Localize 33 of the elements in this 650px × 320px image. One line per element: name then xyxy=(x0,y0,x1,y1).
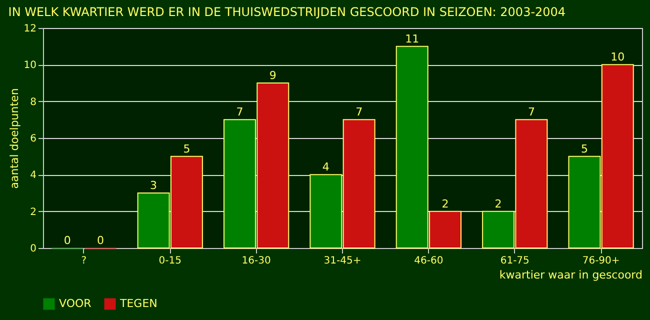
data-label: 4 xyxy=(322,160,330,174)
legend-label: TEGEN xyxy=(119,297,158,310)
x-tick-label: 0-15 xyxy=(158,256,182,266)
x-tick-label: 76-90+ xyxy=(582,256,620,266)
y-tick-label: 2 xyxy=(30,206,36,218)
legend-label: VOOR xyxy=(59,297,92,310)
x-tick-label: 31-45+ xyxy=(324,256,362,266)
data-label: 9 xyxy=(269,69,276,82)
data-label: 0 xyxy=(64,234,71,247)
data-label: 2 xyxy=(494,197,502,210)
x-axis-title: kwartier waar in gescoord xyxy=(499,268,642,282)
data-label: 7 xyxy=(528,106,535,119)
data-label: 5 xyxy=(183,142,190,156)
data-label: 7 xyxy=(356,106,363,119)
x-tick-label: 46-60 xyxy=(414,256,444,266)
data-label: 3 xyxy=(150,179,158,192)
data-label: 11 xyxy=(405,32,420,46)
chart-title: IN WELK KWARTIER WERD ER IN DE THUISWEDSTRIJDEN GESCOORD IN SEIZOEN: 2003-2004 xyxy=(8,5,566,19)
data-label: 0 xyxy=(97,234,104,247)
data-label: 5 xyxy=(580,142,588,156)
y-tick-label: 8 xyxy=(30,96,36,108)
y-tick-label: 0 xyxy=(30,244,36,254)
data-label: 2 xyxy=(442,197,449,210)
x-tick-label: 16-30 xyxy=(242,256,271,266)
x-tick-label: 61-75 xyxy=(500,256,530,266)
y-tick-label: 6 xyxy=(30,134,36,144)
y-tick-label: 4 xyxy=(30,170,36,182)
x-tick-label: ? xyxy=(81,256,87,266)
data-label: 7 xyxy=(236,106,244,119)
y-axis-title: aantal doelpunten xyxy=(8,88,21,189)
data-label: 10 xyxy=(610,50,625,64)
y-tick-label: 12 xyxy=(24,24,36,34)
y-tick-label: 10 xyxy=(24,60,36,72)
